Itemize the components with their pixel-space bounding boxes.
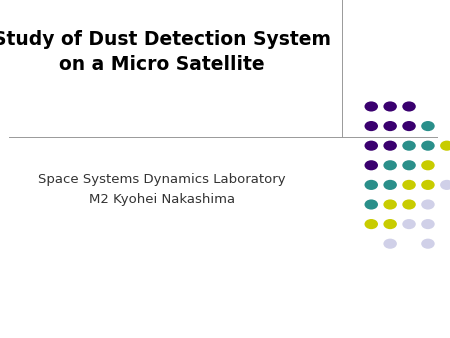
Circle shape: [383, 160, 397, 170]
Circle shape: [421, 239, 435, 249]
Circle shape: [402, 199, 416, 210]
Circle shape: [440, 180, 450, 190]
Circle shape: [421, 121, 435, 131]
Circle shape: [364, 101, 378, 112]
Text: Space Systems Dynamics Laboratory
M2 Kyohei Nakashima: Space Systems Dynamics Laboratory M2 Kyo…: [38, 173, 286, 206]
Circle shape: [402, 121, 416, 131]
Circle shape: [383, 141, 397, 151]
Circle shape: [383, 239, 397, 249]
Circle shape: [402, 101, 416, 112]
Circle shape: [421, 199, 435, 210]
Circle shape: [440, 141, 450, 151]
Circle shape: [383, 180, 397, 190]
Circle shape: [402, 180, 416, 190]
Circle shape: [421, 141, 435, 151]
Circle shape: [421, 160, 435, 170]
Circle shape: [364, 219, 378, 229]
Circle shape: [402, 141, 416, 151]
Circle shape: [364, 199, 378, 210]
Circle shape: [364, 160, 378, 170]
Circle shape: [364, 121, 378, 131]
Circle shape: [421, 219, 435, 229]
Circle shape: [383, 101, 397, 112]
Circle shape: [364, 141, 378, 151]
Text: Study of Dust Detection System
on a Micro Satellite: Study of Dust Detection System on a Micr…: [0, 30, 331, 74]
Circle shape: [383, 121, 397, 131]
Circle shape: [402, 219, 416, 229]
Circle shape: [383, 219, 397, 229]
Circle shape: [402, 160, 416, 170]
Circle shape: [421, 180, 435, 190]
Circle shape: [383, 199, 397, 210]
Circle shape: [364, 180, 378, 190]
